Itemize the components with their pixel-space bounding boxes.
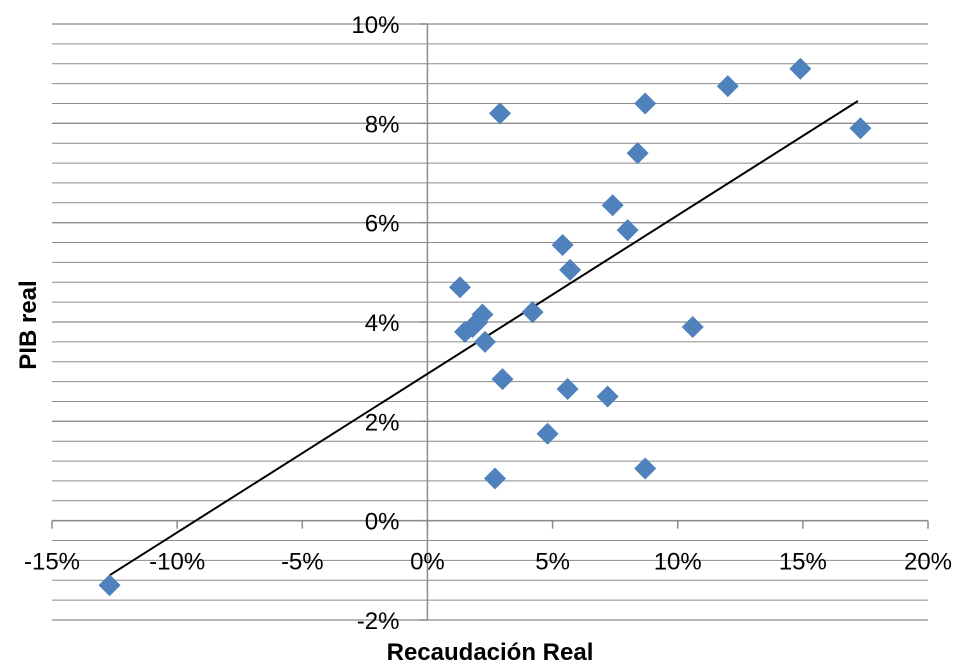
data-point bbox=[556, 378, 579, 401]
data-point bbox=[448, 276, 471, 299]
data-point bbox=[489, 102, 512, 125]
x-tick-label: -15% bbox=[24, 549, 80, 576]
data-point bbox=[626, 142, 649, 165]
x-tick-label: 10% bbox=[654, 549, 702, 576]
data-point bbox=[484, 467, 507, 490]
data-point bbox=[559, 258, 582, 281]
y-tick-label: -2% bbox=[357, 608, 400, 635]
y-tick-label: 0% bbox=[365, 509, 400, 536]
y-tick-label: 6% bbox=[365, 211, 400, 238]
data-point bbox=[716, 75, 739, 98]
x-tick-labels: -15% -10% -5% 0% 5% 10% 15% 20% bbox=[24, 549, 952, 576]
data-point bbox=[491, 368, 514, 391]
data-points bbox=[98, 57, 872, 597]
data-point bbox=[849, 117, 872, 140]
data-point bbox=[601, 194, 624, 217]
y-tick-label: 10% bbox=[351, 12, 399, 39]
y-tick-label: 8% bbox=[365, 111, 400, 138]
data-point bbox=[471, 303, 494, 326]
x-tick-label: 20% bbox=[904, 549, 952, 576]
data-point bbox=[789, 57, 812, 80]
data-point bbox=[536, 422, 559, 445]
data-point bbox=[596, 385, 619, 408]
data-point bbox=[681, 315, 704, 338]
data-point bbox=[551, 234, 574, 257]
y-axis-title: PIB real bbox=[15, 280, 42, 369]
x-tick-label: 0% bbox=[410, 549, 445, 576]
x-axis-title: Recaudación Real bbox=[387, 639, 594, 665]
data-point bbox=[473, 330, 496, 353]
x-tick-label: 5% bbox=[535, 549, 570, 576]
data-point bbox=[634, 92, 657, 115]
x-tick-label: -5% bbox=[281, 549, 324, 576]
axes bbox=[51, 23, 929, 621]
x-tick-label: 15% bbox=[779, 549, 827, 576]
x-tick-label: -10% bbox=[149, 549, 205, 576]
data-point bbox=[616, 219, 639, 242]
data-point bbox=[634, 457, 657, 480]
data-point bbox=[521, 301, 544, 324]
y-tick-label: 4% bbox=[365, 310, 400, 337]
y-tick-label: 2% bbox=[365, 409, 400, 436]
data-point bbox=[98, 574, 121, 597]
y-tick-labels: -2% 0% 2% 4% 6% 8% 10% bbox=[351, 12, 399, 635]
